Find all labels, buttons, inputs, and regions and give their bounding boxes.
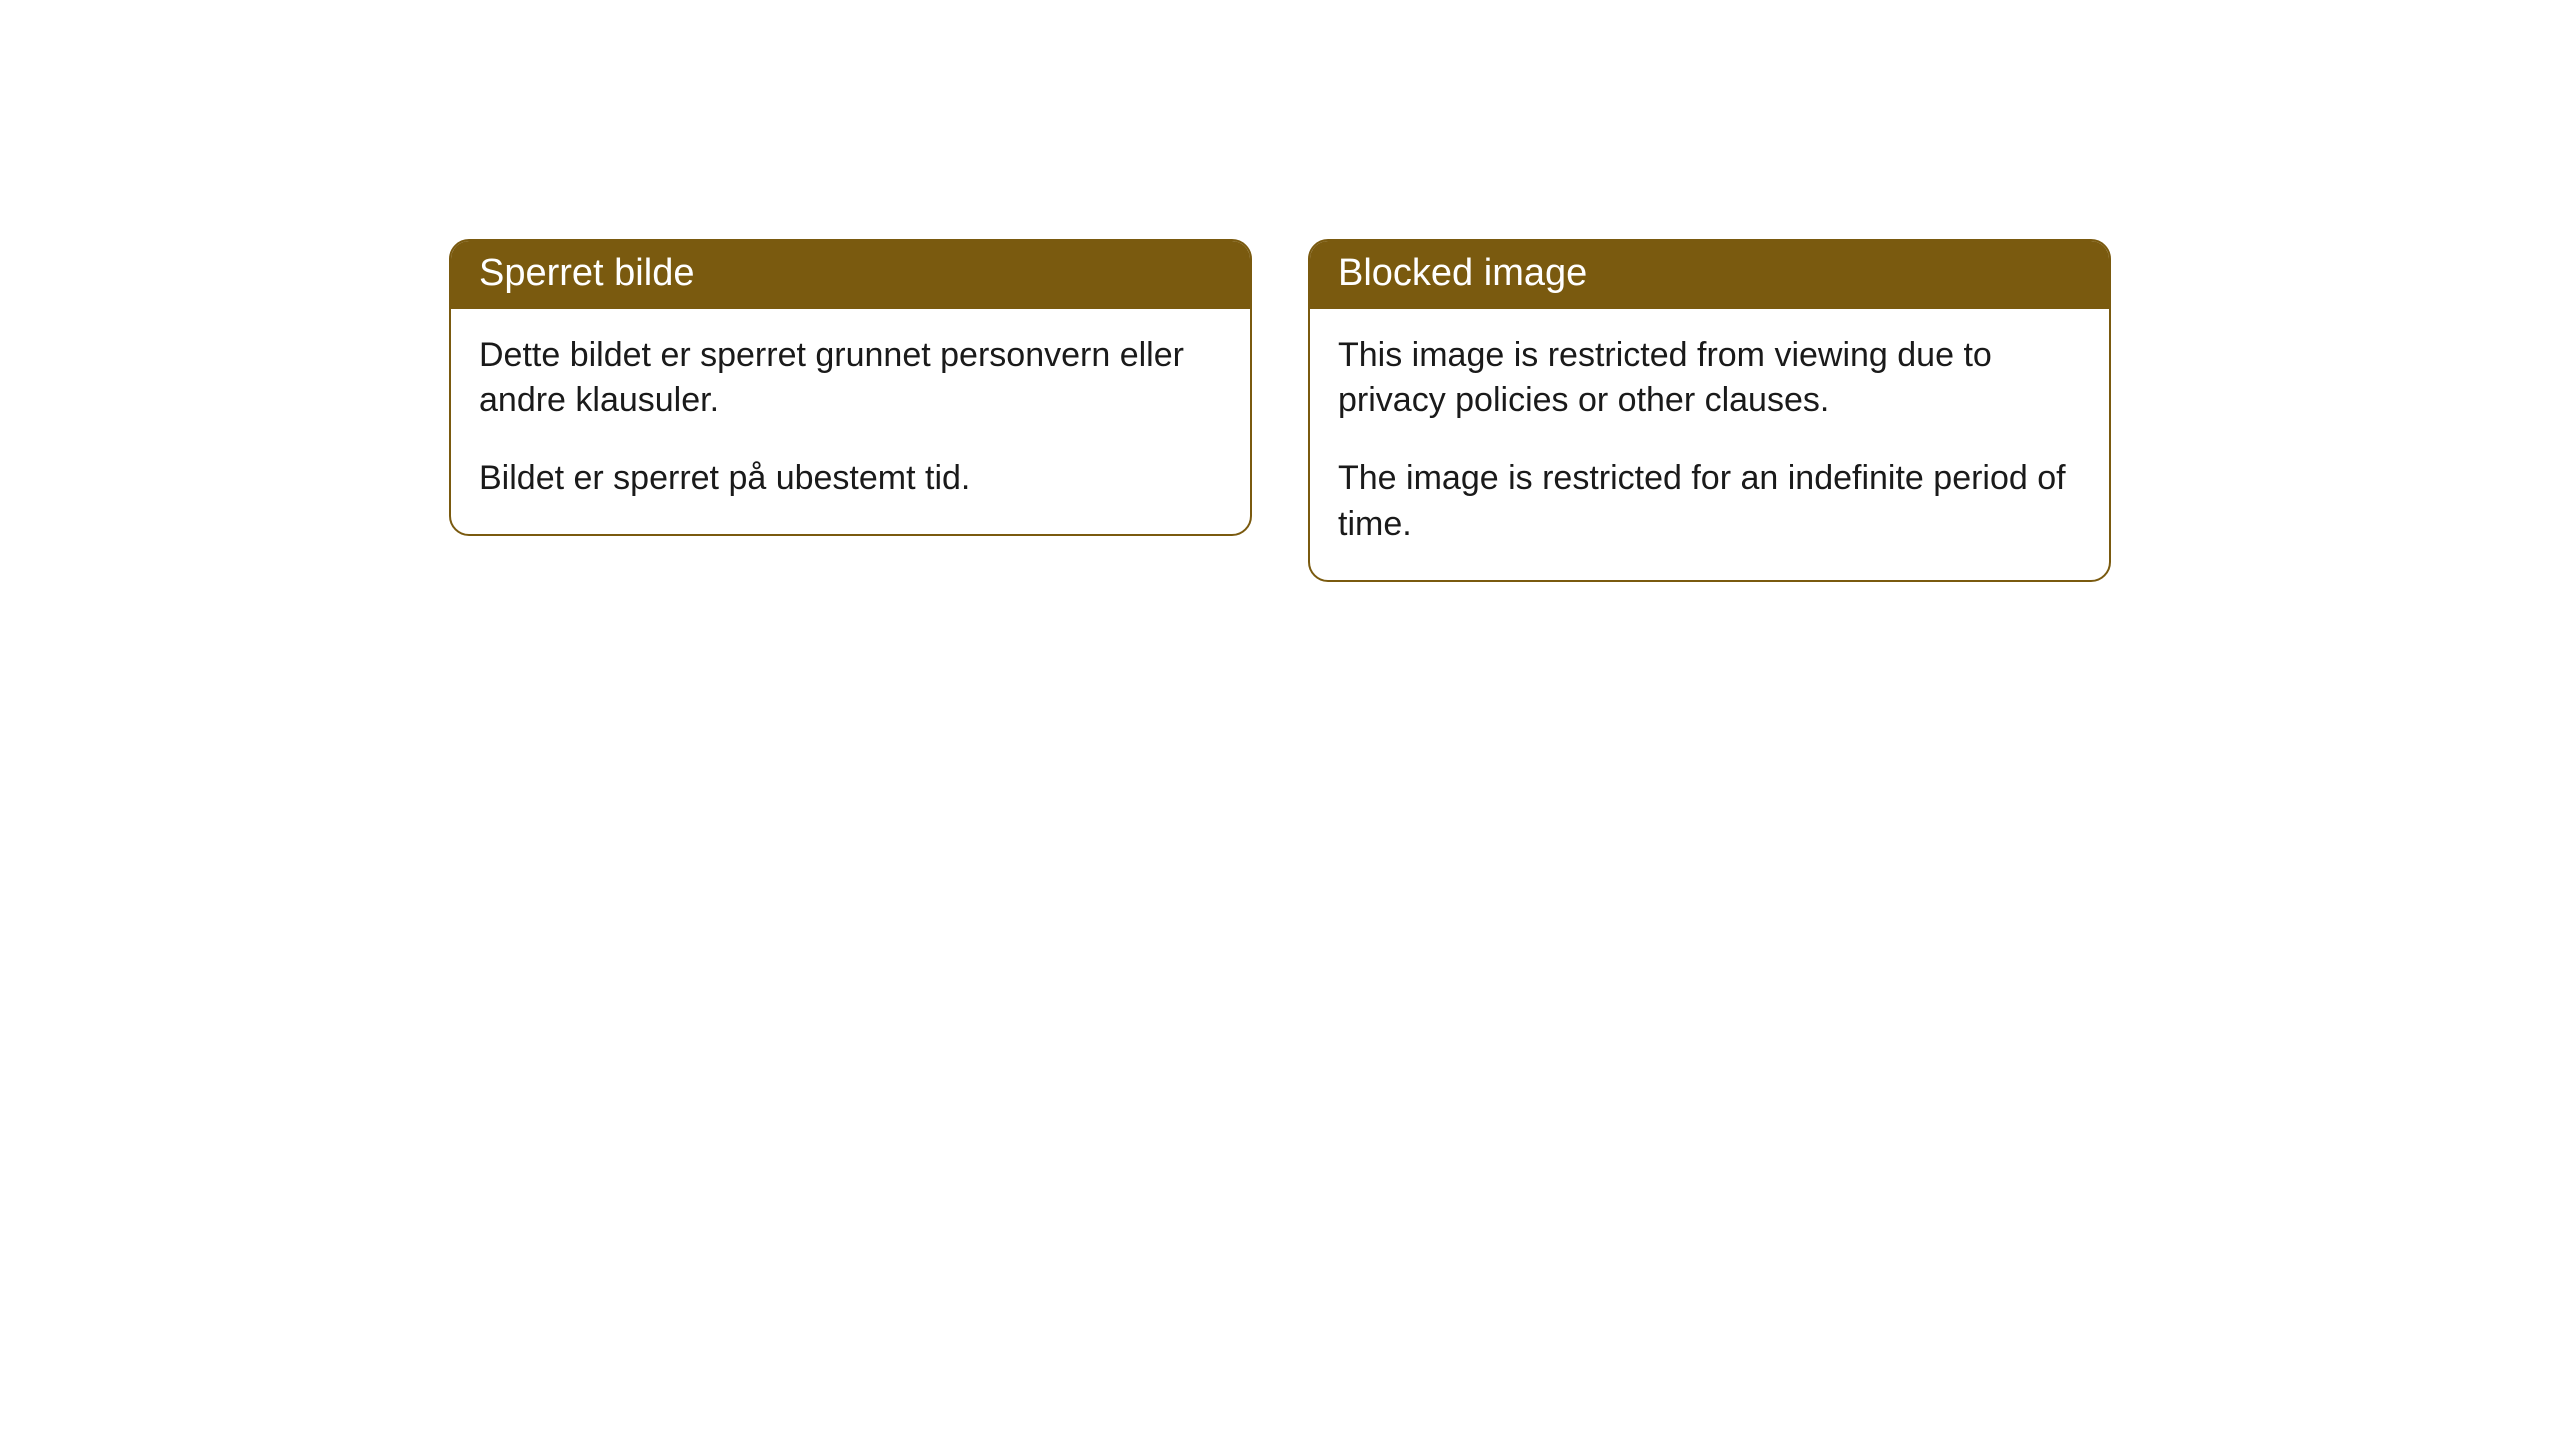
card-header-en: Blocked image	[1310, 241, 2109, 309]
card-paragraph-no-1: Dette bildet er sperret grunnet personve…	[479, 333, 1222, 425]
card-header-no: Sperret bilde	[451, 241, 1250, 309]
card-paragraph-en-1: This image is restricted from viewing du…	[1338, 333, 2081, 425]
card-title-en: Blocked image	[1338, 252, 1587, 294]
blocked-image-card-no: Sperret bilde Dette bildet er sperret gr…	[449, 239, 1252, 536]
card-paragraph-en-2: The image is restricted for an indefinit…	[1338, 456, 2081, 548]
card-title-no: Sperret bilde	[479, 252, 694, 294]
blocked-image-card-en: Blocked image This image is restricted f…	[1308, 239, 2111, 582]
card-paragraph-no-2: Bildet er sperret på ubestemt tid.	[479, 456, 1222, 502]
card-body-no: Dette bildet er sperret grunnet personve…	[451, 309, 1250, 535]
card-body-en: This image is restricted from viewing du…	[1310, 309, 2109, 581]
